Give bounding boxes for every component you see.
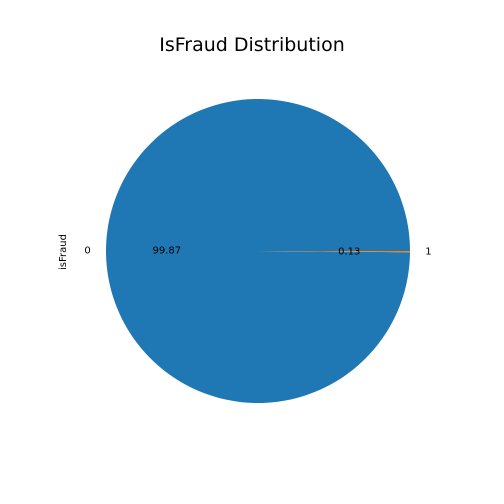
pie-slice-1 (258, 251, 410, 253)
slice-category-label-0: 0 (84, 245, 90, 256)
pie-slice-0 (105, 98, 410, 403)
chart-title: IsFraud Distribution (159, 34, 345, 56)
slice-percent-label-0: 99.87 (152, 246, 181, 257)
y-axis-label: isFraud (58, 234, 69, 270)
slice-category-label-1: 1 (425, 247, 431, 258)
slice-percent-label-1: 0.13 (338, 246, 360, 257)
